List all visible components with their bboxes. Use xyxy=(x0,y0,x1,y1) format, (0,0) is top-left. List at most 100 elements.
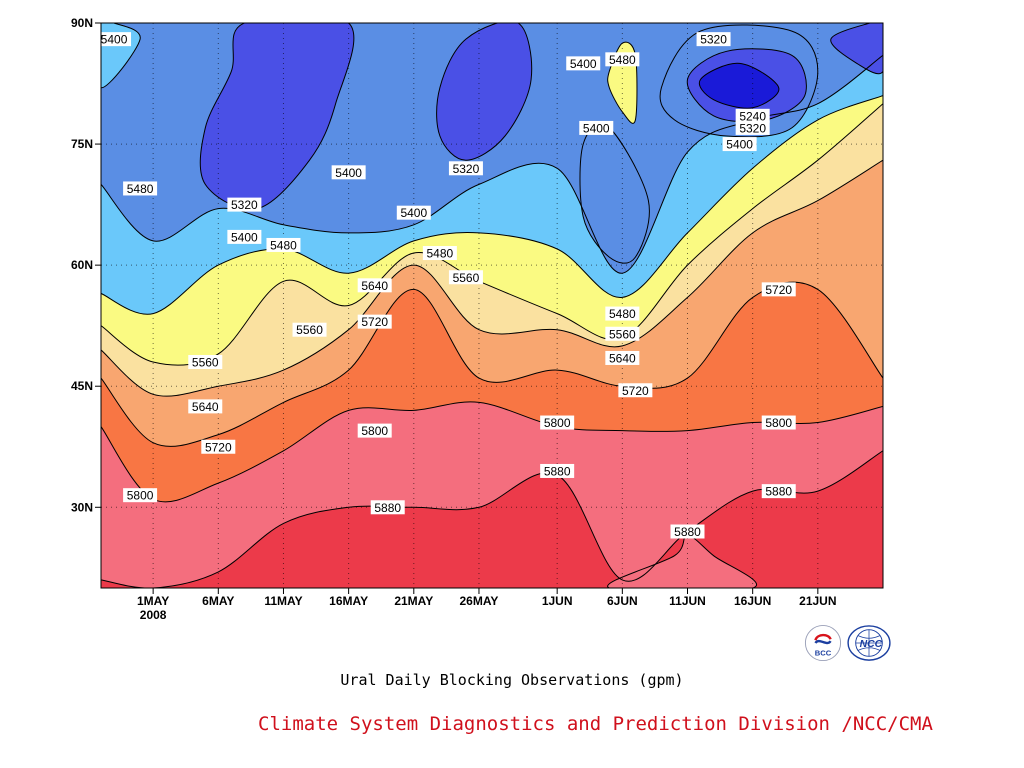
contour-label-text: 5320 xyxy=(739,121,766,135)
contour-label-5560: 5560 xyxy=(292,322,327,337)
contour-label-bg xyxy=(761,282,796,297)
contour-label-bg xyxy=(357,314,392,329)
contour-label-5880: 5880 xyxy=(540,463,575,478)
contour-label-bg xyxy=(448,270,483,285)
contour-label-text: 5480 xyxy=(270,238,297,252)
contour-label-5480: 5480 xyxy=(123,181,158,196)
contour-label-text: 5720 xyxy=(205,440,232,454)
contour-label-text: 5800 xyxy=(765,416,792,430)
contour-label-text: 5880 xyxy=(544,464,571,478)
contour-label-text: 5720 xyxy=(765,283,792,297)
contour-label-5400: 5400 xyxy=(396,205,431,220)
y-axis: 30N 45N 60N 75N 90N xyxy=(71,16,101,514)
x-tick-label: 6JUN xyxy=(607,594,638,608)
contour-label-bg xyxy=(605,52,640,67)
contour-label-bg xyxy=(605,350,640,365)
contour-label-bg xyxy=(540,463,575,478)
contour-label-bg xyxy=(722,137,757,152)
closed-contour-5240-6 xyxy=(698,62,780,109)
contour-label-5560: 5560 xyxy=(605,326,640,341)
closed-region-5240-6 xyxy=(699,63,779,109)
contour-label-bg xyxy=(331,165,366,180)
contour-label-text: 5880 xyxy=(765,485,792,499)
closed-contour-5800-9 xyxy=(607,534,757,588)
contour-label-text: 5560 xyxy=(192,356,219,370)
contour-label-text: 5480 xyxy=(609,307,636,321)
contour-label-5560: 5560 xyxy=(188,355,223,370)
contour-label-5800: 5800 xyxy=(761,415,796,430)
x-tick-label: 11JUN xyxy=(669,594,706,608)
contour-label-bg xyxy=(123,488,158,503)
contour-label-5320: 5320 xyxy=(227,197,262,212)
contour-line-5880 xyxy=(101,450,883,588)
contour-label-text: 5480 xyxy=(127,182,154,196)
contour-label-5800: 5800 xyxy=(540,415,575,430)
contour-label-5640: 5640 xyxy=(357,278,392,293)
contour-label-bg xyxy=(605,326,640,341)
contour-label-text: 5640 xyxy=(192,400,219,414)
contour-label-5400: 5400 xyxy=(566,56,601,71)
contour-label-text: 5720 xyxy=(622,384,649,398)
contour-label-5560: 5560 xyxy=(448,270,483,285)
closed-region-5320-7 xyxy=(830,23,883,74)
contour-label-text: 5480 xyxy=(609,53,636,67)
contour-label-bg xyxy=(761,484,796,499)
contour-label-text: 5400 xyxy=(335,166,362,180)
contour-label-bg xyxy=(292,322,327,337)
contour-line-5640 xyxy=(101,159,883,397)
contour-label-text: 5320 xyxy=(231,198,258,212)
contour-label-5640: 5640 xyxy=(188,399,223,414)
closed-contour-5320-0 xyxy=(199,23,355,210)
contour-label-bg xyxy=(370,500,405,515)
contour-label-text: 5400 xyxy=(726,138,753,152)
x-tick-label: 26MAY xyxy=(460,594,499,608)
contour-label-text: 5560 xyxy=(453,271,480,285)
contour-label-bg xyxy=(566,56,601,71)
x-tick-label: 16MAY xyxy=(329,594,368,608)
bcc-logo: BCC xyxy=(804,624,842,662)
y-tick-label: 30N xyxy=(71,500,93,514)
contour-label-5400: 5400 xyxy=(722,137,757,152)
contour-label-text: 5320 xyxy=(453,162,480,176)
closed-region-5320-1 xyxy=(436,23,532,161)
x-tick-label: 21MAY xyxy=(394,594,433,608)
contour-label-text: 5640 xyxy=(609,351,636,365)
contour-label-5320: 5320 xyxy=(735,120,770,135)
bcc-logo-text: BCC xyxy=(815,648,832,657)
x-tick-year-label: 2008 xyxy=(140,608,167,622)
closed-contour-5320-5 xyxy=(686,48,807,123)
contour-label-bg xyxy=(735,108,770,123)
contour-label-5400: 5400 xyxy=(227,229,262,244)
contour-label-5240: 5240 xyxy=(735,108,770,123)
contour-label-text: 5480 xyxy=(427,247,454,261)
contour-label-bg xyxy=(422,246,457,261)
contour-label-text: 5400 xyxy=(231,230,258,244)
contour-label-text: 5800 xyxy=(544,416,571,430)
contour-label-bg xyxy=(266,237,301,252)
ncc-logo-text: NCC xyxy=(860,639,883,650)
closed-region-5400-2 xyxy=(579,124,650,264)
closed-contour-5320-1 xyxy=(436,23,533,161)
chart-title: Ural Daily Blocking Observations (gpm) xyxy=(340,671,684,689)
contour-label-text: 5880 xyxy=(374,501,401,515)
credit-line: Climate System Diagnostics and Predictio… xyxy=(258,713,933,735)
closed-contour-5400-8 xyxy=(101,23,141,89)
contour-label-5720: 5720 xyxy=(357,314,392,329)
contour-label-5880: 5880 xyxy=(670,524,705,539)
contour-label-text: 5240 xyxy=(739,109,766,123)
contour-label-bg xyxy=(201,439,236,454)
contour-label-5400: 5400 xyxy=(97,32,132,47)
contour-label-text: 5720 xyxy=(361,315,388,329)
contour-labels: 5400 5480 5320 5400 5480 5400 5400 5320 5480 5560… xyxy=(97,32,796,539)
contour-label-bg xyxy=(735,120,770,135)
contour-label-bg xyxy=(761,415,796,430)
contour-label-5720: 5720 xyxy=(201,439,236,454)
contour-label-bg xyxy=(227,197,262,212)
x-tick-label: 16JUN xyxy=(734,594,771,608)
contour-label-5640: 5640 xyxy=(605,350,640,365)
contour-label-text: 5400 xyxy=(400,206,427,220)
contour-label-text: 5800 xyxy=(361,424,388,438)
contour-label-5480: 5480 xyxy=(605,52,640,67)
